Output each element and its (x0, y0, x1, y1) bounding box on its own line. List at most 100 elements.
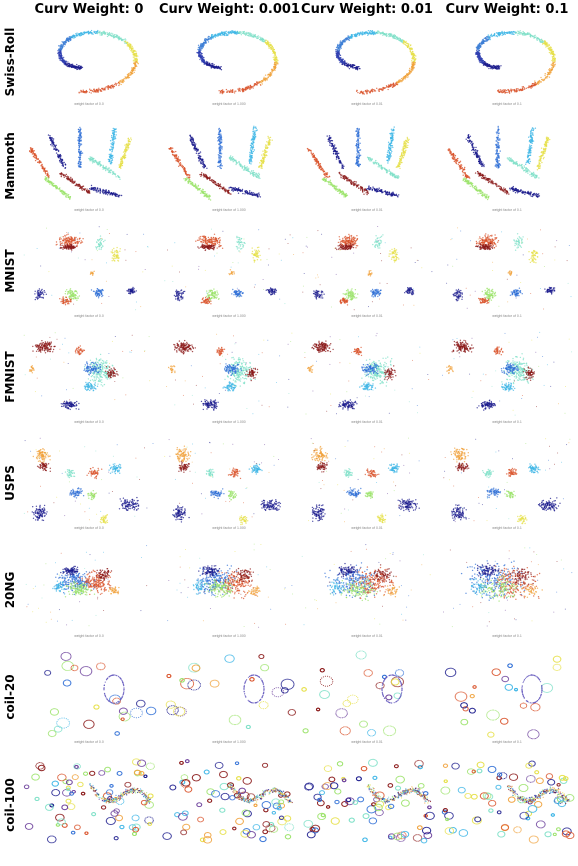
panel-caption: weight factor of 0.0 (20, 420, 158, 424)
embedding-panel-mammoth-3 (438, 118, 576, 208)
embedding-panel-coil20-0 (20, 648, 158, 740)
embedding-panel-coil100-2 (298, 754, 436, 846)
column-header-3: Curv Weight: 0.1 (437, 0, 577, 20)
panel-caption: weight factor of 1.000 (160, 314, 298, 318)
scatter-plot (302, 226, 433, 311)
panel-caption: weight factor of 0.0 (20, 634, 158, 638)
scatter-plot (168, 125, 273, 201)
embedding-panel-coil20-1 (160, 648, 298, 740)
scatter-plot (308, 437, 420, 524)
panel-caption: weight factor of 1.000 (160, 420, 298, 424)
panel-caption: weight factor of 0.0 (20, 102, 158, 106)
embedding-panel-coil20-3 (438, 648, 576, 740)
scatter-plot (165, 653, 297, 730)
row-label-mnist: MNIST (0, 222, 20, 320)
embedding-panel-mammoth-1 (160, 118, 298, 208)
panel-caption: weight factor of 0.1 (438, 740, 576, 744)
scatter-plot (23, 758, 155, 844)
panel-caption: weight factor of 0.0 (20, 314, 158, 318)
panel-caption: weight factor of 0.01 (298, 634, 436, 638)
scatter-plot (446, 227, 572, 310)
panel-caption: weight factor of 0.1 (438, 208, 576, 212)
scatter-plot (57, 29, 139, 94)
embedding-panel-mnist-1 (160, 222, 298, 314)
scatter-plot (306, 126, 410, 198)
scatter-plot (23, 226, 149, 311)
scatter-plot (444, 655, 562, 740)
embedding-panel-mammoth-0 (20, 118, 158, 208)
row-label-ng20: 20NG (0, 540, 20, 640)
embedding-panel-mnist-0 (20, 222, 158, 314)
embedding-panel-mammoth-2 (298, 118, 436, 208)
scatter-plot (440, 760, 575, 844)
scatter-plot (304, 332, 430, 415)
embedding-panel-mnist-3 (438, 222, 576, 314)
embedding-panel-ng20-1 (160, 540, 298, 632)
column-header-0: Curv Weight: 0 (19, 0, 159, 20)
scatter-plot (443, 438, 571, 525)
scatter-plot (447, 125, 551, 201)
row-label-coil100: coil-100 (0, 754, 20, 856)
scatter-plot (301, 544, 431, 626)
scatter-plot (166, 332, 293, 415)
embedding-panel-fmnist-0 (20, 328, 158, 420)
embedding-panel-coil100-0 (20, 754, 158, 846)
embedding-panel-swiss-2 (298, 16, 436, 102)
embedding-panel-ng20-3 (438, 540, 576, 632)
embedding-panel-usps-3 (438, 434, 576, 526)
panel-caption: weight factor of 0.1 (438, 634, 576, 638)
row-label-mammoth: Mammoth (0, 118, 20, 214)
embedding-panel-coil100-1 (160, 754, 298, 846)
embedding-panel-ng20-0 (20, 540, 158, 632)
embedding-panel-ng20-2 (298, 540, 436, 632)
panel-caption: weight factor of 0.0 (20, 526, 158, 530)
scatter-plot (164, 439, 282, 526)
panel-caption: weight factor of 0.1 (438, 526, 576, 530)
panel-caption: weight factor of 0.0 (20, 208, 158, 212)
scatter-plot (25, 545, 148, 627)
column-header-2: Curv Weight: 0.01 (297, 0, 437, 20)
embedding-panel-usps-1 (160, 434, 298, 526)
scatter-plot (162, 759, 295, 844)
embedding-panel-swiss-3 (438, 16, 576, 102)
panel-caption: weight factor of 0.01 (298, 314, 436, 318)
embedding-panel-coil20-2 (298, 648, 436, 740)
scatter-plot (335, 29, 417, 95)
row-label-usps: USPS (0, 434, 20, 532)
scatter-plot (29, 126, 132, 200)
panel-caption: weight factor of 0.01 (298, 102, 436, 106)
panel-caption: weight factor of 0.01 (298, 526, 436, 530)
embedding-panel-fmnist-1 (160, 328, 298, 420)
scatter-plot (196, 30, 279, 95)
scatter-plot (443, 547, 573, 628)
embedding-panel-swiss-0 (20, 16, 158, 102)
embedding-panel-mnist-2 (298, 222, 436, 314)
row-label-swiss: Swiss-Roll (0, 16, 20, 108)
panel-caption: weight factor of 0.1 (438, 314, 576, 318)
panel-caption: weight factor of 1.000 (160, 740, 298, 744)
scatter-plot (167, 543, 294, 628)
scatter-plot (23, 332, 151, 411)
panel-caption: weight factor of 0.1 (438, 420, 576, 424)
embedding-panel-fmnist-2 (298, 328, 436, 420)
scatter-plot (442, 331, 573, 416)
panel-caption: weight factor of 0.0 (20, 740, 158, 744)
panel-caption: weight factor of 1.000 (160, 102, 298, 106)
embedding-panel-usps-0 (20, 434, 158, 526)
scatter-plot (23, 437, 154, 524)
panel-caption: weight factor of 1.000 (160, 526, 298, 530)
panel-caption: weight factor of 1.000 (160, 634, 298, 638)
scatter-plot (44, 651, 157, 738)
column-header-1: Curv Weight: 0.001 (159, 0, 300, 20)
embedding-panel-coil100-3 (438, 754, 576, 846)
scatter-plot (301, 650, 405, 737)
panel-caption: weight factor of 0.1 (438, 102, 576, 106)
row-label-fmnist: FMNIST (0, 328, 20, 426)
embedding-panel-usps-2 (298, 434, 436, 526)
panel-caption: weight factor of 0.01 (298, 208, 436, 212)
panel-caption: weight factor of 0.01 (298, 420, 436, 424)
scatter-plot (164, 228, 295, 305)
row-label-coil20: coil-20 (0, 648, 20, 746)
embedding-panel-swiss-1 (160, 16, 298, 102)
panel-caption: weight factor of 0.01 (298, 740, 436, 744)
